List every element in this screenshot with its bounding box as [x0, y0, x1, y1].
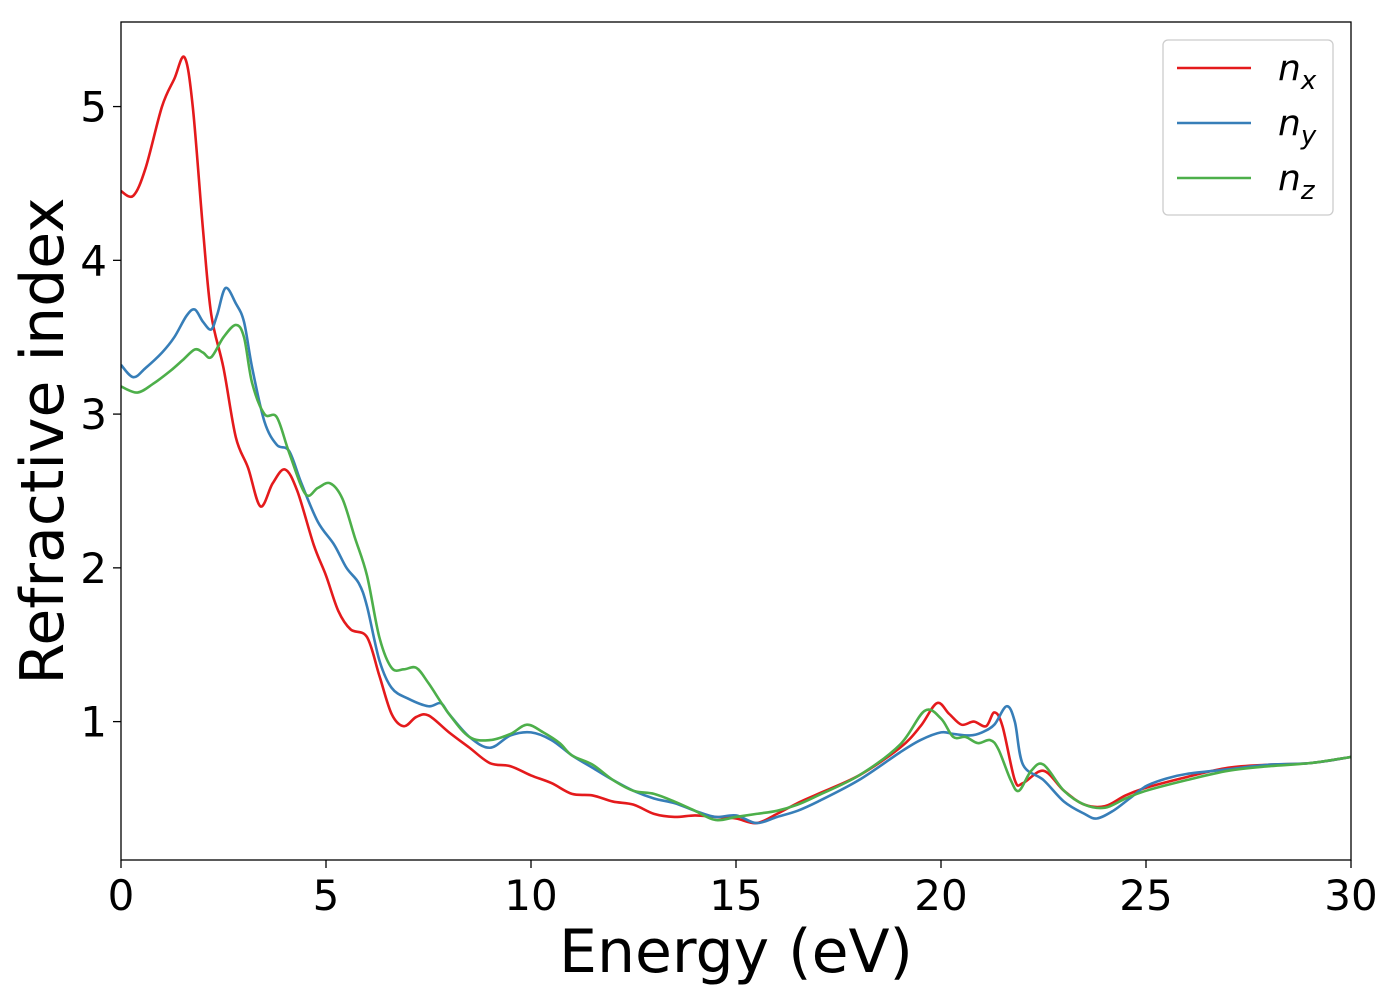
x-tick-label: 20 [914, 871, 967, 920]
legend-label-y: ny [1278, 103, 1317, 151]
series-line-x [121, 55, 1351, 825]
x-tick-label: 25 [1119, 871, 1172, 920]
y-tick-label: 2 [80, 544, 107, 593]
legend: nx ny nz [1162, 39, 1334, 216]
x-axis-ticks: 0 5 10 15 20 25 30 [108, 860, 1378, 920]
y-tick-label: 3 [80, 390, 107, 439]
x-tick-label: 5 [313, 871, 340, 920]
legend-label-z: nz [1278, 158, 1316, 206]
x-tick-label: 0 [108, 871, 135, 920]
x-tick-label: 10 [504, 871, 557, 920]
y-axis-label: Refractive index [8, 197, 78, 684]
series-layer [121, 55, 1351, 825]
y-axis-ticks: 1 2 3 4 5 [80, 83, 121, 747]
x-tick-label: 30 [1324, 871, 1377, 920]
series-line-y [121, 286, 1351, 825]
series-line-z [121, 323, 1351, 822]
plot-background [121, 22, 1351, 860]
y-tick-label: 5 [80, 83, 107, 132]
legend-box [1162, 39, 1334, 216]
x-tick-label: 15 [709, 871, 762, 920]
y-tick-label: 1 [80, 698, 107, 747]
y-tick-label: 4 [80, 236, 107, 285]
legend-label-x: nx [1278, 48, 1317, 96]
x-axis-label: Energy (eV) [559, 917, 913, 987]
